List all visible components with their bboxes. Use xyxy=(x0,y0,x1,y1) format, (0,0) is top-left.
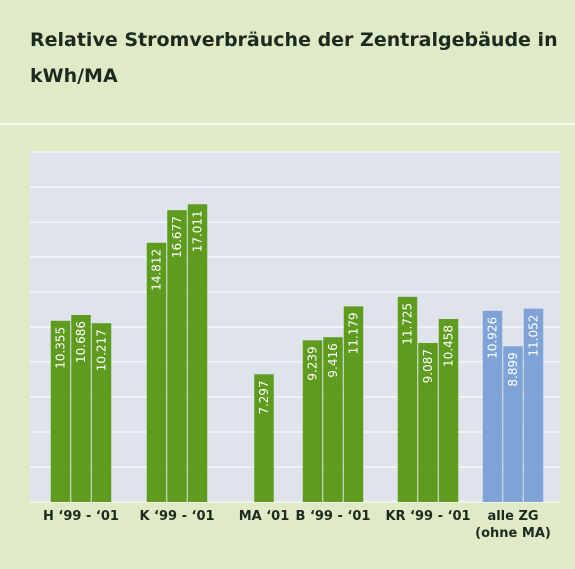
bar xyxy=(397,296,418,502)
bar xyxy=(302,340,323,502)
chart-title: Relative Stromverbräuche der Zentralgebä… xyxy=(30,29,558,51)
bar xyxy=(418,342,438,502)
bar xyxy=(167,210,187,502)
bar xyxy=(343,306,364,502)
bar xyxy=(323,337,343,502)
data-label: 9.239 xyxy=(306,346,320,380)
data-label: 11.179 xyxy=(347,312,361,354)
bar xyxy=(438,318,459,502)
data-label: 10.217 xyxy=(95,329,109,371)
data-label: 10.686 xyxy=(74,321,88,363)
bar xyxy=(503,346,523,502)
bar xyxy=(254,374,274,502)
bar xyxy=(71,314,91,502)
data-label: 14.812 xyxy=(150,249,164,291)
chart-title: kWh/MA xyxy=(30,65,118,87)
x-tick-label: H ‘99 - ‘01 xyxy=(43,509,119,524)
data-label: 9.416 xyxy=(326,343,340,377)
x-tick-label: KR ‘99 - ‘01 xyxy=(385,509,470,524)
data-label: 17.011 xyxy=(191,210,205,252)
data-label: 8.899 xyxy=(506,352,520,386)
data-label: 11.725 xyxy=(401,303,415,345)
data-label: 16.677 xyxy=(170,216,184,258)
x-tick-label: (ohne MA) xyxy=(475,526,551,541)
data-label: 7.297 xyxy=(257,380,271,414)
bar xyxy=(50,320,71,502)
x-tick-label: K ‘99 - ‘01 xyxy=(139,509,214,524)
data-label: 10.458 xyxy=(442,325,456,367)
bar xyxy=(482,310,503,502)
data-label: 11.052 xyxy=(527,315,541,357)
data-label: 10.926 xyxy=(486,317,500,359)
bar xyxy=(187,204,208,502)
bar xyxy=(91,323,112,502)
x-tick-label: MA ‘01 xyxy=(239,509,290,524)
x-tick-label: alle ZG xyxy=(487,509,538,524)
x-tick-label: B ‘99 - ‘01 xyxy=(296,509,371,524)
bar xyxy=(523,308,544,502)
bar xyxy=(146,242,167,503)
data-label: 9.087 xyxy=(421,349,435,383)
data-label: 10.355 xyxy=(54,327,68,369)
